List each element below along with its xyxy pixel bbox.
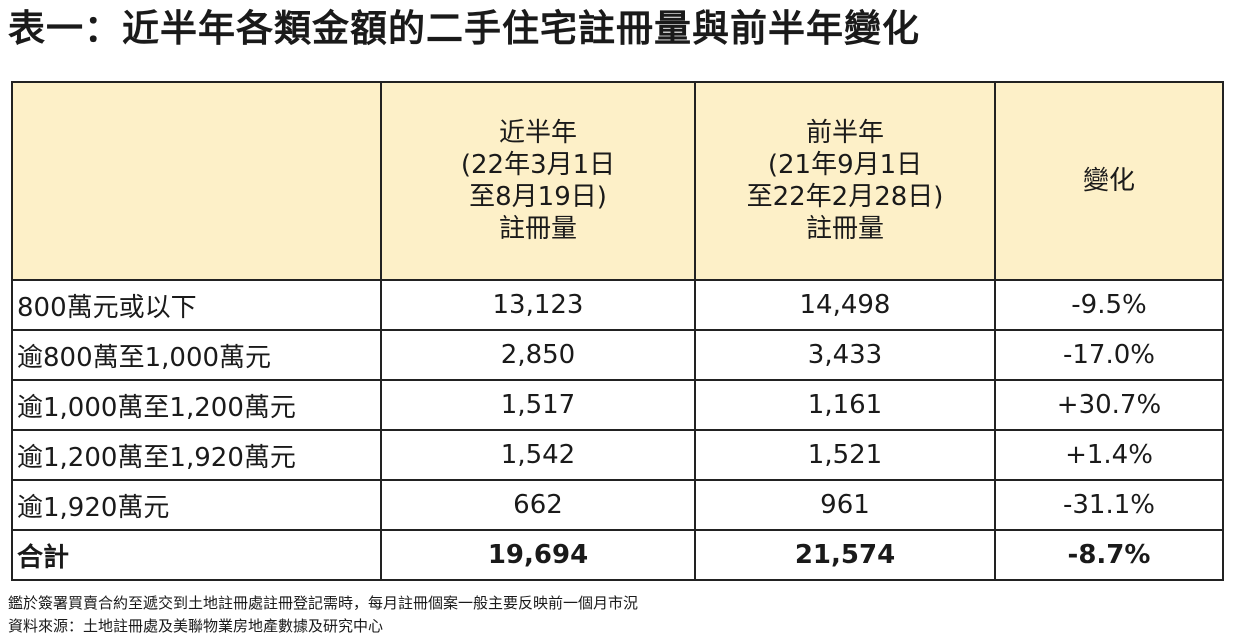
total-row: 合計 19,694 21,574 -8.7% [11, 529, 1224, 581]
row-label: 逾1,000萬至1,200萬元 [11, 379, 382, 431]
table-row: 逾1,000萬至1,200萬元 1,517 1,161 +30.7% [11, 379, 1224, 431]
row-label: 逾1,920萬元 [11, 479, 382, 531]
header-previous-line-3: 至22年2月28日) [746, 182, 944, 212]
previous-value: 1,521 [694, 429, 996, 481]
header-recent-line-2: (22年3月1日 [460, 150, 616, 180]
table-header-row: 近半年 (22年3月1日 至8月19日) 註冊量 前半年 (21年9月1日 至2… [11, 81, 1224, 281]
header-change: 變化 [994, 81, 1224, 281]
header-category [11, 81, 382, 281]
change-value: -17.0% [994, 329, 1224, 381]
recent-value: 1,517 [380, 379, 696, 431]
row-label: 逾800萬至1,000萬元 [11, 329, 382, 381]
row-label: 逾1,200萬至1,920萬元 [11, 429, 382, 481]
recent-value: 2,850 [380, 329, 696, 381]
table-row: 逾800萬至1,000萬元 2,850 3,433 -17.0% [11, 329, 1224, 381]
footnotes: 鑑於簽署買賣合約至遞交到土地註冊處註冊登記需時，每月註冊個案一般主要反映前一個月… [8, 592, 638, 638]
change-value: +30.7% [994, 379, 1224, 431]
row-label: 800萬元或以下 [11, 279, 382, 331]
header-previous-line-2: (21年9月1日 [767, 150, 923, 180]
previous-value: 14,498 [694, 279, 996, 331]
recent-value: 13,123 [380, 279, 696, 331]
header-previous-half-year: 前半年 (21年9月1日 至22年2月28日) 註冊量 [694, 81, 996, 281]
recent-value: 662 [380, 479, 696, 531]
total-label: 合計 [11, 529, 382, 581]
previous-value: 1,161 [694, 379, 996, 431]
table-row: 逾1,920萬元 662 961 -31.1% [11, 479, 1224, 531]
change-value: -9.5% [994, 279, 1224, 331]
table-row: 800萬元或以下 13,123 14,498 -9.5% [11, 279, 1224, 331]
previous-value: 961 [694, 479, 996, 531]
total-previous-value: 21,574 [694, 529, 996, 581]
page-title: 表一：近半年各類金額的二手住宅註冊量與前半年變化 [8, 7, 920, 50]
recent-value: 1,542 [380, 429, 696, 481]
header-previous-line-1: 前半年 [805, 118, 884, 148]
header-recent-line-1: 近半年 [498, 118, 577, 148]
footnote-data-source: 資料來源：土地註冊處及美聯物業房地產數據及研究中心 [8, 617, 384, 635]
change-value: +1.4% [994, 429, 1224, 481]
header-recent-half-year: 近半年 (22年3月1日 至8月19日) 註冊量 [380, 81, 696, 281]
total-change-value: -8.7% [994, 529, 1224, 581]
header-previous-line-4: 註冊量 [805, 214, 884, 244]
change-value: -31.1% [994, 479, 1224, 531]
total-recent-value: 19,694 [380, 529, 696, 581]
registration-table: 近半年 (22年3月1日 至8月19日) 註冊量 前半年 (21年9月1日 至2… [11, 81, 1224, 581]
header-recent-line-4: 註冊量 [498, 214, 577, 244]
previous-value: 3,433 [694, 329, 996, 381]
header-recent-line-3: 至8月19日) [469, 182, 607, 212]
table-row: 逾1,200萬至1,920萬元 1,542 1,521 +1.4% [11, 429, 1224, 481]
footnote-registration-lag: 鑑於簽署買賣合約至遞交到土地註冊處註冊登記需時，每月註冊個案一般主要反映前一個月… [8, 594, 639, 612]
